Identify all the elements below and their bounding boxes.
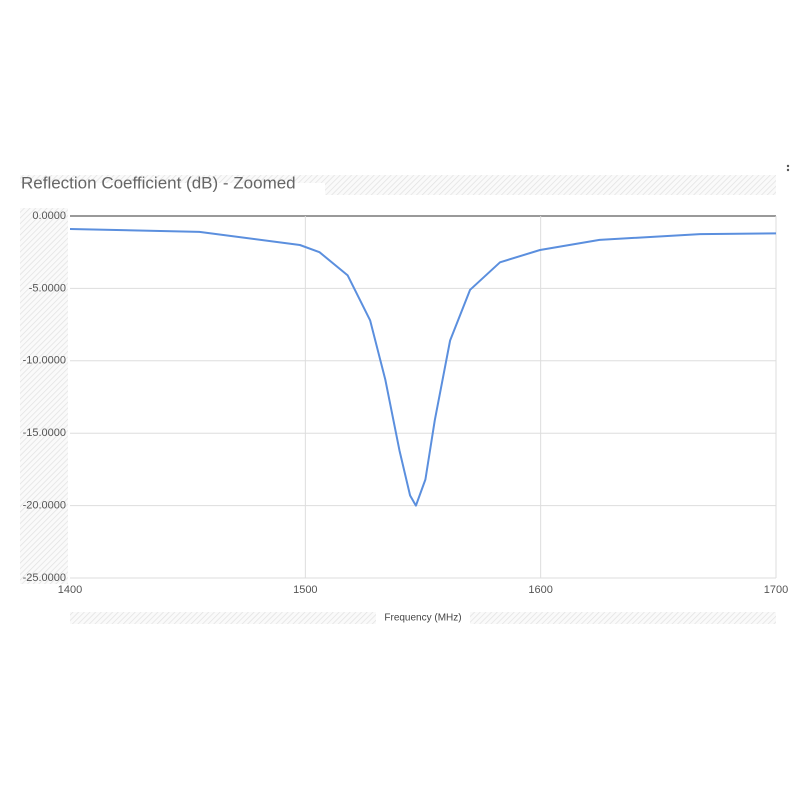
y-tick-label: -25.0000 — [23, 572, 66, 584]
y-tick-label: -20.0000 — [23, 500, 66, 512]
y-tick-label: -10.0000 — [23, 355, 66, 367]
y-tick-label: -5.0000 — [29, 282, 66, 294]
y-tick-label: 0.0000 — [32, 210, 66, 222]
axis-placeholder — [20, 208, 68, 584]
chart-title: Reflection Coefficient (dB) - Zoomed — [21, 173, 296, 192]
menu-icon[interactable] — [786, 168, 790, 172]
x-tick-label: 1500 — [293, 584, 317, 596]
menu-icon[interactable] — [786, 164, 790, 168]
x-tick-label: 1400 — [58, 584, 82, 596]
line — [69, 228, 777, 507]
x-label-bg — [376, 612, 470, 624]
x-axis-label: Frequency (MHz) — [384, 613, 461, 624]
x-tick-label: 1600 — [528, 584, 552, 596]
title-bg — [20, 183, 325, 195]
y-tick-label: -15.0000 — [23, 427, 66, 439]
x-tick-label: 1700 — [764, 584, 788, 596]
